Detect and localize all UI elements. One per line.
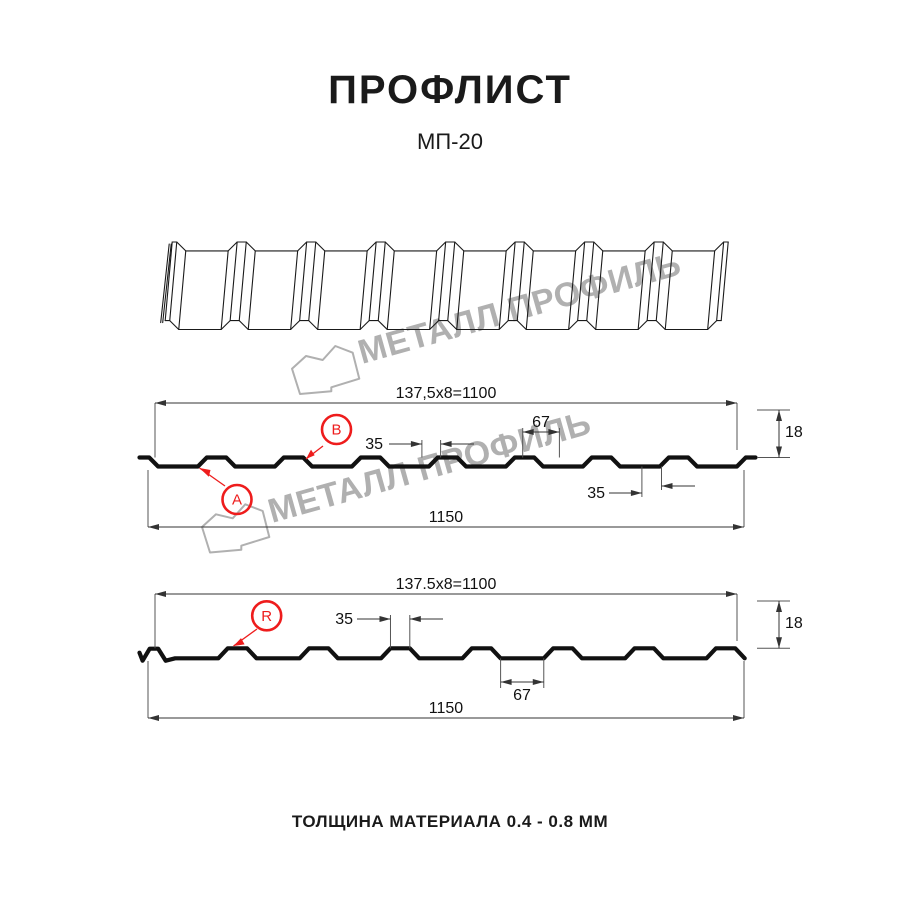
svg-text:18: 18 <box>785 615 803 632</box>
svg-text:R: R <box>261 608 272 625</box>
svg-text:B: B <box>331 422 341 439</box>
svg-text:1150: 1150 <box>429 700 464 717</box>
svg-text:35: 35 <box>587 485 605 502</box>
svg-text:35: 35 <box>335 611 353 628</box>
svg-text:67: 67 <box>513 687 531 704</box>
svg-text:35: 35 <box>365 436 383 453</box>
svg-text:МЕТАЛЛ ПРОФИЛЬ: МЕТАЛЛ ПРОФИЛЬ <box>354 245 685 372</box>
svg-text:137,5x8=1100: 137,5x8=1100 <box>396 385 497 402</box>
svg-text:137.5x8=1100: 137.5x8=1100 <box>396 576 497 593</box>
svg-text:18: 18 <box>785 424 803 441</box>
svg-text:67: 67 <box>532 414 550 431</box>
svg-text:A: A <box>232 492 242 509</box>
svg-text:1150: 1150 <box>429 509 464 526</box>
